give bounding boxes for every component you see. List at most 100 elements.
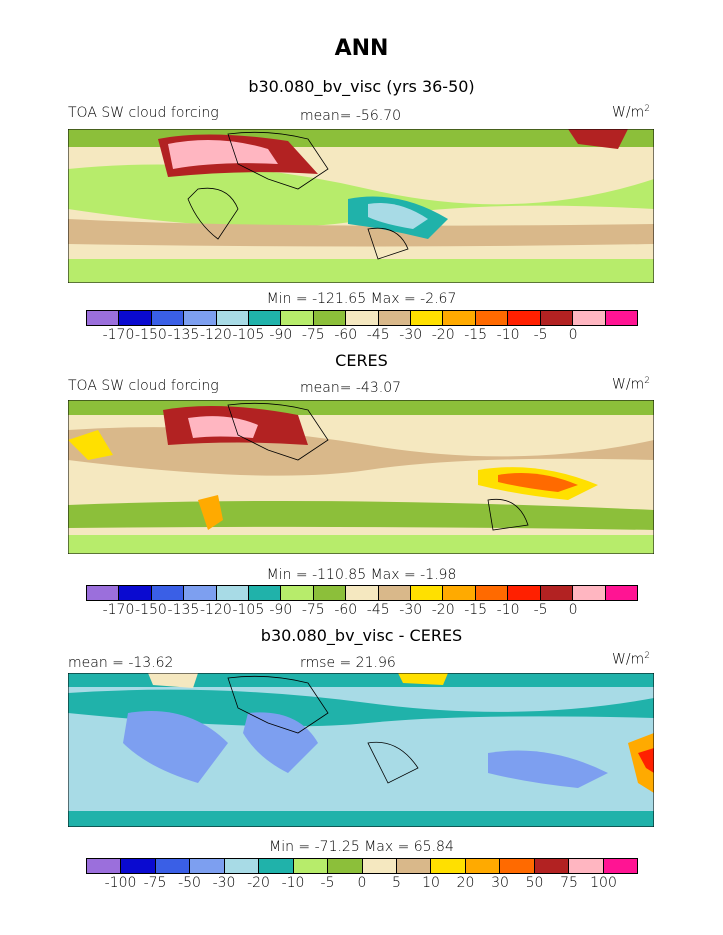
- colorbar-swatch: [540, 311, 574, 325]
- panel-3-minmax: Min = -71.25 Max = 65.84: [269, 839, 454, 855]
- colorbar-swatch: [87, 859, 122, 873]
- panel-3-colorbar-ticks: -100 -75 -50 -30 -20 -10 -5 0 5 10 20 30 50 75 100: [86, 875, 638, 891]
- colorbar-tick-label: -15: [464, 602, 488, 618]
- colorbar-swatch: [378, 311, 412, 325]
- colorbar-swatch: [465, 859, 501, 873]
- colorbar-swatch: [313, 586, 347, 600]
- colorbar-tick-label: -170: [102, 327, 135, 343]
- colorbar-swatch: [249, 311, 282, 325]
- colorbar-swatch: [151, 311, 185, 325]
- colorbar-swatch: [224, 859, 260, 873]
- colorbar-swatch: [411, 586, 444, 600]
- colorbar-swatch: [259, 859, 294, 873]
- colorbar-swatch: [346, 311, 379, 325]
- colorbar-tick-label: -75: [143, 875, 167, 891]
- colorbar-tick-label: -5: [533, 602, 548, 618]
- colorbar-swatch: [190, 859, 225, 873]
- colorbar-swatch: [569, 859, 604, 873]
- colorbar-tick-label: -20: [431, 327, 455, 343]
- panel-2-minmax: Min = -110.85 Max = -1.98: [266, 567, 457, 583]
- panel-1-map: [68, 129, 654, 283]
- colorbar-swatch: [603, 859, 637, 873]
- colorbar-tick-label: 0: [568, 602, 578, 618]
- colorbar-swatch: [281, 586, 314, 600]
- colorbar-tick-label: 100: [590, 875, 617, 891]
- colorbar-tick-label: -20: [247, 875, 270, 891]
- colorbar-tick-label: -5: [320, 875, 335, 891]
- colorbar-swatch: [605, 586, 637, 600]
- colorbar-tick-label: -150: [135, 327, 167, 343]
- colorbar-tick-label: -75: [301, 327, 325, 343]
- colorbar-tick-label: -120: [199, 327, 232, 343]
- colorbar-tick-label: 10: [422, 875, 440, 891]
- colorbar-swatch: [216, 586, 250, 600]
- panel-3-units: W/m2: [612, 651, 650, 668]
- colorbar-tick-label: -10: [496, 602, 520, 618]
- colorbar-swatch: [184, 311, 217, 325]
- colorbar-swatch: [184, 586, 217, 600]
- colorbar-tick-label: -60: [334, 602, 358, 618]
- panel-2-variable-label: TOA SW cloud forcing: [68, 378, 219, 394]
- colorbar-swatch: [155, 859, 191, 873]
- colorbar-swatch: [151, 586, 185, 600]
- panel-2-colorbar: [86, 585, 638, 601]
- colorbar-tick-label: -135: [167, 602, 200, 618]
- colorbar-swatch: [431, 859, 466, 873]
- panel-1-mean-label: mean= -56.70: [300, 108, 402, 124]
- colorbar-tick-label: -30: [399, 327, 423, 343]
- colorbar-tick-label: -45: [366, 602, 390, 618]
- colorbar-tick-label: -10: [281, 875, 305, 891]
- colorbar-swatch: [508, 586, 541, 600]
- colorbar-swatch: [573, 311, 606, 325]
- colorbar-tick-label: -20: [431, 602, 455, 618]
- colorbar-tick-label: -5: [533, 327, 548, 343]
- colorbar-swatch: [87, 586, 120, 600]
- colorbar-tick-label: -170: [102, 602, 135, 618]
- colorbar-tick-label: -10: [496, 327, 520, 343]
- panel-1-variable-label: TOA SW cloud forcing: [68, 105, 219, 121]
- colorbar-swatch: [534, 859, 570, 873]
- colorbar-tick-label: -150: [135, 602, 167, 618]
- colorbar-tick-label: -30: [399, 602, 423, 618]
- panel-2-map: [68, 400, 654, 554]
- panel-2-mean-label: mean= -43.07: [300, 380, 402, 396]
- colorbar-tick-label: -15: [464, 327, 488, 343]
- colorbar-swatch: [443, 311, 476, 325]
- colorbar-swatch: [281, 311, 314, 325]
- panel-3-title: b30.080_bv_visc - CERES: [260, 626, 463, 645]
- colorbar-tick-label: 50: [525, 875, 544, 891]
- colorbar-tick-label: -105: [232, 327, 265, 343]
- colorbar-tick-label: -100: [104, 875, 137, 891]
- colorbar-swatch: [362, 859, 397, 873]
- colorbar-swatch: [249, 586, 282, 600]
- colorbar-swatch: [540, 586, 574, 600]
- colorbar-swatch: [378, 586, 412, 600]
- colorbar-swatch: [313, 311, 347, 325]
- colorbar-swatch: [328, 859, 363, 873]
- colorbar-swatch: [475, 311, 509, 325]
- panel-2-units: W/m2: [612, 376, 650, 393]
- colorbar-swatch: [475, 586, 509, 600]
- colorbar-tick-label: 5: [392, 875, 401, 891]
- colorbar-swatch: [293, 859, 329, 873]
- panel-3-colorbar: [86, 858, 638, 874]
- colorbar-tick-label: -90: [269, 602, 293, 618]
- colorbar-tick-label: -90: [269, 327, 293, 343]
- colorbar-swatch: [216, 311, 250, 325]
- colorbar-swatch: [573, 586, 606, 600]
- colorbar-tick-label: -105: [232, 602, 265, 618]
- colorbar-swatch: [411, 311, 444, 325]
- panel-3-mean-label: mean = -13.62: [68, 655, 174, 671]
- panel-1-minmax: Min = -121.65 Max = -2.67: [266, 291, 457, 307]
- colorbar-swatch: [443, 586, 476, 600]
- colorbar-tick-label: 0: [568, 327, 578, 343]
- colorbar-swatch: [396, 859, 432, 873]
- colorbar-tick-label: -45: [366, 327, 390, 343]
- colorbar-tick-label: -75: [301, 602, 325, 618]
- panel-3-rmse-label: rmse = 21.96: [300, 655, 396, 671]
- panel-3-map: [68, 673, 654, 827]
- colorbar-swatch: [119, 586, 152, 600]
- panel-1-colorbar: [86, 310, 638, 326]
- colorbar-tick-label: 75: [560, 875, 578, 891]
- colorbar-swatch: [121, 859, 156, 873]
